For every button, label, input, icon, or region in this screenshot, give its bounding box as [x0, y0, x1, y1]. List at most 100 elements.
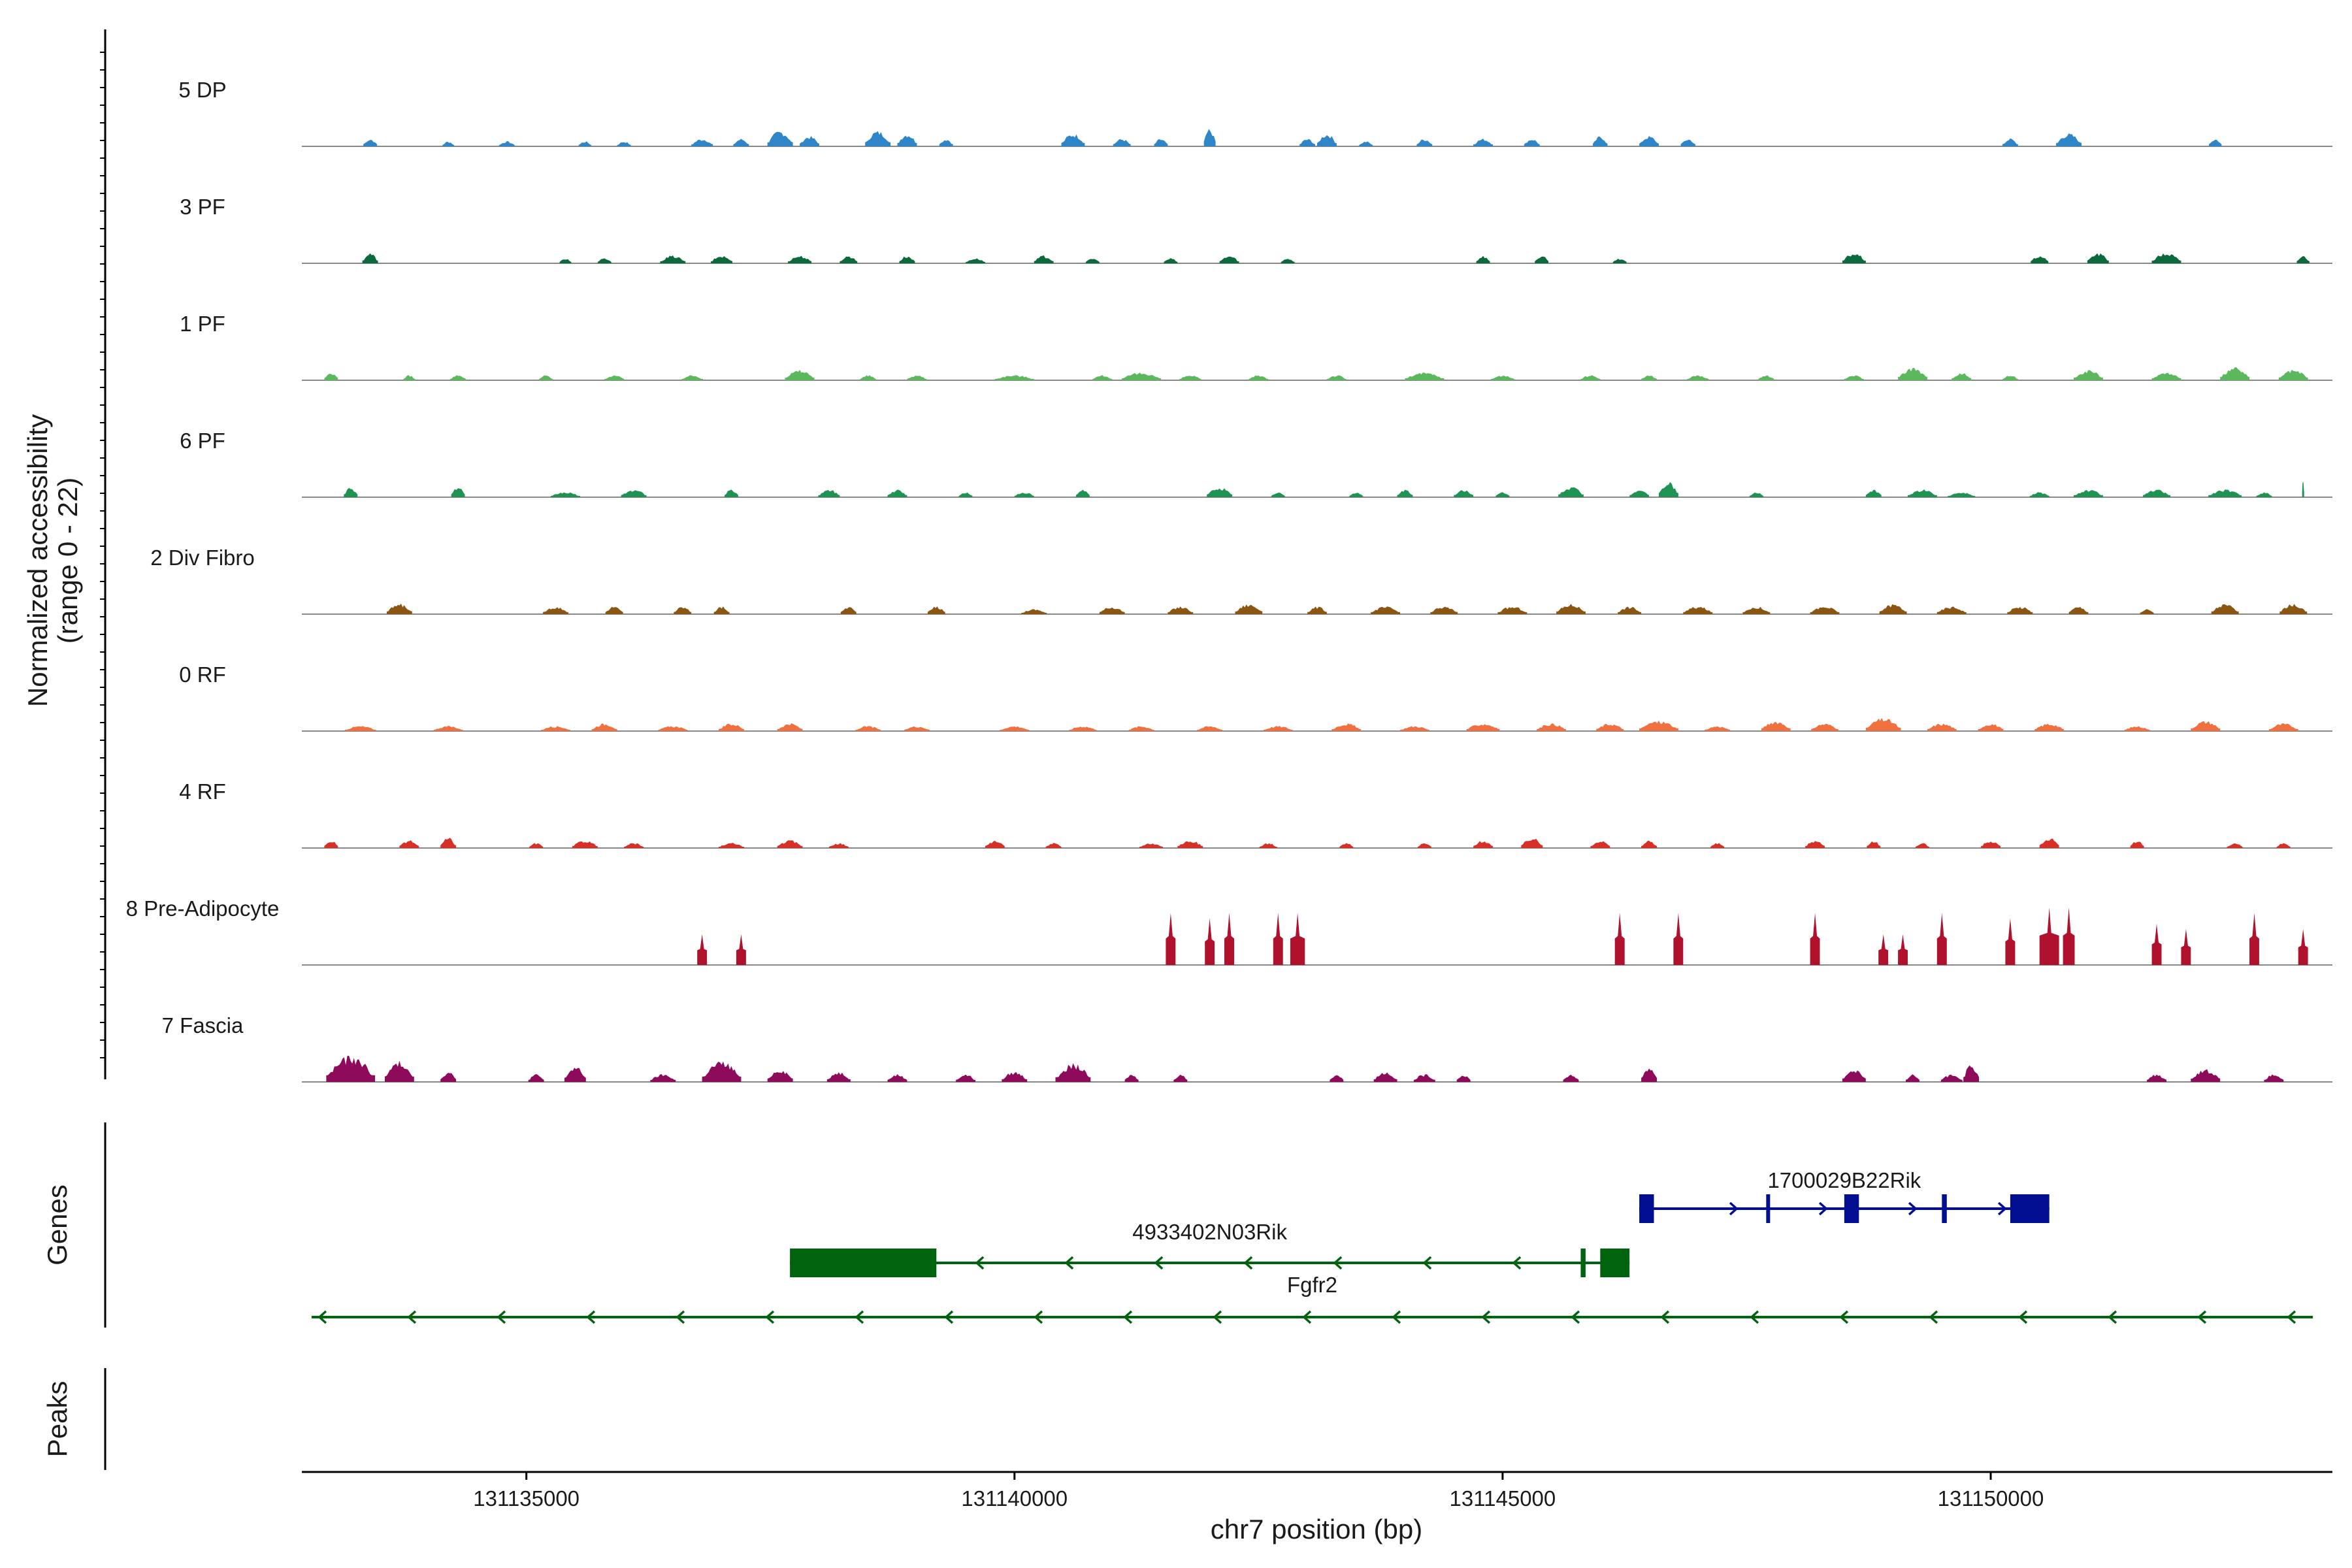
coverage-peak	[2220, 367, 2249, 380]
coverage-peak	[860, 375, 876, 380]
strand-arrow	[318, 1310, 327, 1324]
coverage-peak	[1842, 254, 1866, 263]
coverage-peak	[578, 141, 591, 146]
coverage-peak	[927, 606, 945, 614]
coverage-peak	[1400, 726, 1429, 731]
gene-exon	[1942, 1194, 1947, 1223]
x-tick-label: 131140000	[961, 1486, 1068, 1511]
coverage-peak	[2068, 607, 2089, 614]
coverage-peak	[1139, 843, 1163, 848]
coverage-peak	[660, 255, 686, 263]
coverage-peak	[1219, 256, 1239, 263]
coverage-peak	[2002, 138, 2018, 146]
coverage-peak	[591, 723, 617, 731]
coverage-peak	[1641, 375, 1657, 380]
coverage-peak	[788, 255, 811, 263]
strand-arrow	[1213, 1310, 1222, 1324]
coverage-peak	[826, 1072, 851, 1082]
coverage-peak	[887, 1074, 907, 1082]
coverage-peak	[1307, 606, 1327, 614]
coverage-peak	[2298, 928, 2308, 965]
track-label: 2 Div Fibro	[150, 546, 255, 570]
coverage-peak	[2208, 489, 2242, 497]
coverage-peak	[1473, 841, 1493, 848]
coverage-peak	[1867, 841, 1881, 848]
strand-arrow	[1034, 1310, 1043, 1324]
x-tick-label: 131150000	[1938, 1486, 2044, 1511]
coverage-peak	[2209, 139, 2222, 146]
coverage-peak	[1805, 841, 1825, 848]
coverage-peak	[1810, 913, 1820, 965]
coverage-peak	[2151, 923, 2162, 965]
track-2-div-fibro: 2 Div Fibro	[150, 546, 2332, 615]
gene-exon	[790, 1249, 937, 1277]
coverage-peak	[403, 375, 416, 380]
coverage-peak	[1906, 1074, 1919, 1082]
coverage-peak	[1373, 1072, 1397, 1082]
coverage-peak	[2249, 913, 2259, 965]
coverage-peak	[711, 256, 732, 263]
coverage-peak	[1113, 139, 1131, 146]
coverage-peak	[2039, 838, 2059, 848]
coverage-peak	[1596, 723, 1624, 731]
coverage-peak	[2005, 918, 2016, 965]
track-8-pre-adipocyte: 8 Pre-Adipocyte	[126, 896, 2332, 966]
coverage-peak	[1290, 913, 1305, 965]
coverage-peak	[621, 490, 647, 497]
coverage-peak	[1002, 1071, 1028, 1082]
coverage-peak	[541, 726, 570, 731]
track-label: 3 PF	[180, 195, 225, 219]
strand-arrow	[1929, 1310, 1938, 1324]
strand-arrow	[2108, 1310, 2117, 1324]
coverage-peak	[1330, 1075, 1344, 1082]
coverage-peak	[385, 1060, 414, 1082]
track-label: 5 DP	[178, 78, 226, 102]
coverage-peak	[828, 843, 849, 848]
coverage-peak	[1205, 918, 1215, 965]
strand-arrow	[1660, 1310, 1670, 1324]
gene-fgfr2: Fgfr2	[311, 1273, 2313, 1324]
x-axis-ticks: 131135000 131140000 131145000 131150000	[473, 1472, 2044, 1511]
coverage-peak	[785, 370, 815, 380]
coverage-peak	[966, 258, 985, 263]
coverage-peak	[1878, 934, 1889, 965]
coverage-peak	[1259, 843, 1277, 848]
coverage-peak	[736, 934, 746, 965]
coverage-peak	[1249, 375, 1269, 380]
track-1-pf: 1 PF	[180, 312, 2332, 381]
coverage-peak	[939, 140, 953, 146]
strand-arrow	[1333, 1256, 1343, 1270]
coverage-peak	[1940, 1074, 1963, 1082]
coverage-peak	[2063, 907, 2075, 965]
strand-arrow	[765, 1310, 775, 1324]
coverage-peak	[1273, 913, 1283, 965]
x-tick-label: 131145000	[1450, 1486, 1556, 1511]
coverage-peak	[1173, 1074, 1188, 1082]
coverage-peak	[865, 131, 890, 146]
coverage-peak	[1456, 1075, 1471, 1082]
coverage-peak	[1687, 375, 1709, 380]
coverage-peak	[624, 843, 644, 848]
coverage-peak	[2191, 721, 2221, 731]
coverage-peak	[1952, 373, 1972, 380]
coverage-peak	[1299, 139, 1315, 146]
coverage-peak	[1154, 139, 1168, 146]
coverage-peak	[2191, 1069, 2221, 1082]
strand-arrow	[586, 1310, 596, 1324]
coverage-peak	[1521, 838, 1543, 848]
coverage-peak	[1099, 607, 1125, 614]
coverage-peak	[733, 139, 749, 146]
strand-arrow	[1750, 1310, 1759, 1324]
gene-exon	[1639, 1194, 1654, 1223]
genes-panel-label: Genes	[42, 1184, 73, 1266]
coverage-peak	[1556, 604, 1586, 614]
strand-arrow	[1997, 1201, 2007, 1216]
coverage-peak	[344, 487, 358, 497]
coverage-peak	[1580, 375, 1601, 380]
x-tick-label: 131135000	[473, 1486, 580, 1511]
coverage-peak	[1281, 259, 1295, 263]
coverage-peak	[1405, 372, 1445, 380]
coverage-peak	[1641, 1068, 1657, 1082]
coverage-peak	[1614, 913, 1625, 965]
